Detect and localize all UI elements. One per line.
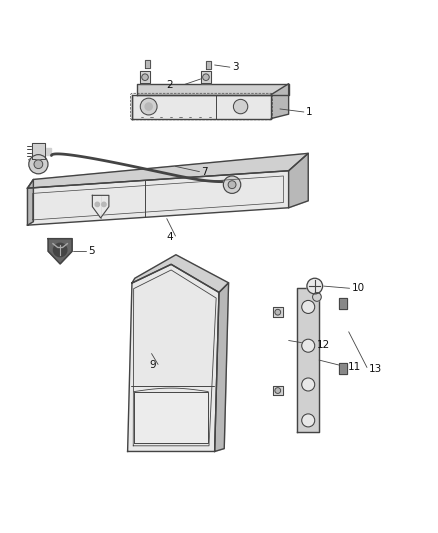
Polygon shape xyxy=(127,264,219,451)
Circle shape xyxy=(233,99,248,114)
Polygon shape xyxy=(289,154,308,208)
Text: 5: 5 xyxy=(88,246,95,256)
Circle shape xyxy=(142,74,148,80)
Polygon shape xyxy=(134,392,208,443)
Text: 1: 1 xyxy=(306,107,313,117)
Circle shape xyxy=(95,202,99,207)
Circle shape xyxy=(302,414,315,427)
Polygon shape xyxy=(145,60,150,68)
Circle shape xyxy=(140,98,157,115)
Polygon shape xyxy=(48,239,72,264)
Polygon shape xyxy=(28,171,289,225)
Polygon shape xyxy=(140,71,150,83)
Polygon shape xyxy=(273,386,283,395)
Polygon shape xyxy=(32,143,45,159)
Circle shape xyxy=(102,202,106,207)
Circle shape xyxy=(307,278,322,294)
Circle shape xyxy=(313,293,321,301)
Circle shape xyxy=(34,160,43,168)
Circle shape xyxy=(275,309,281,315)
Text: 13: 13 xyxy=(369,364,382,374)
Polygon shape xyxy=(45,148,51,155)
Circle shape xyxy=(29,155,48,174)
Circle shape xyxy=(302,301,315,313)
Circle shape xyxy=(223,176,241,193)
Polygon shape xyxy=(205,61,211,69)
Polygon shape xyxy=(297,288,319,432)
Circle shape xyxy=(302,339,315,352)
Circle shape xyxy=(53,243,67,257)
Circle shape xyxy=(228,181,236,189)
Polygon shape xyxy=(132,255,229,293)
Text: 2: 2 xyxy=(167,79,173,90)
Text: 7: 7 xyxy=(201,167,208,176)
Polygon shape xyxy=(201,71,212,83)
Text: 9: 9 xyxy=(149,360,156,370)
Circle shape xyxy=(302,378,315,391)
Text: 3: 3 xyxy=(232,62,239,72)
Circle shape xyxy=(145,103,152,110)
Polygon shape xyxy=(339,364,347,374)
Text: 4: 4 xyxy=(167,232,173,242)
Polygon shape xyxy=(28,180,33,225)
Polygon shape xyxy=(215,283,229,451)
Polygon shape xyxy=(273,308,283,317)
Polygon shape xyxy=(28,154,308,188)
Polygon shape xyxy=(92,195,109,218)
Polygon shape xyxy=(137,84,289,94)
Polygon shape xyxy=(271,84,289,118)
Text: 12: 12 xyxy=(317,340,330,350)
Polygon shape xyxy=(132,94,271,118)
Polygon shape xyxy=(339,298,347,309)
Circle shape xyxy=(275,387,281,393)
Circle shape xyxy=(203,74,209,80)
Text: 11: 11 xyxy=(347,361,360,372)
Text: 10: 10 xyxy=(352,283,365,293)
